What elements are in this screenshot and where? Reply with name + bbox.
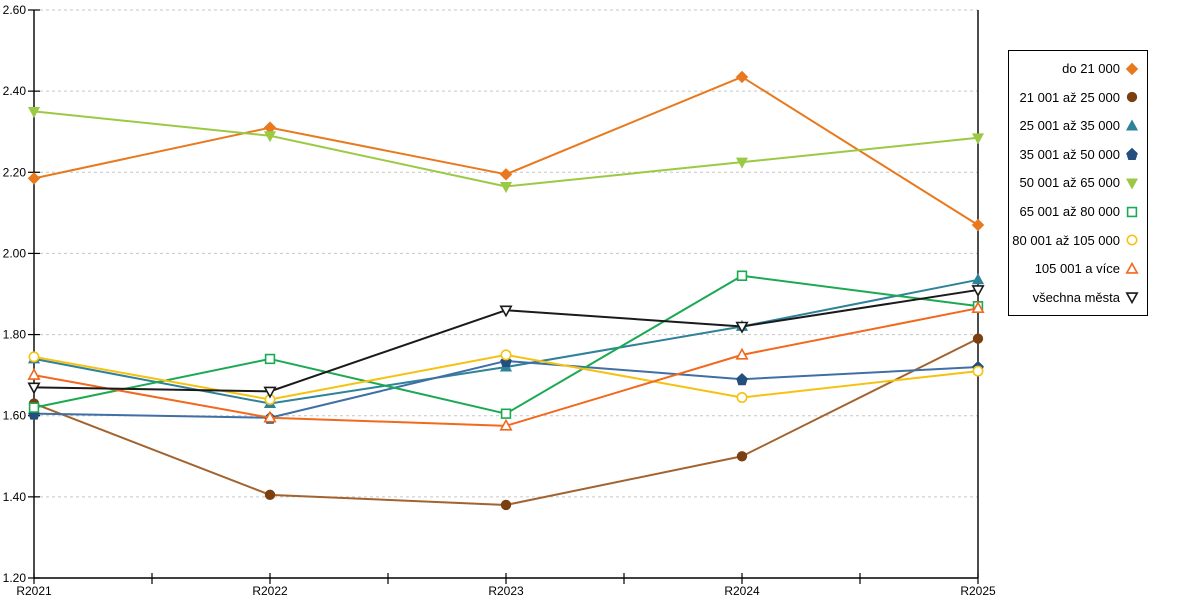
legend-item: 65 001 až 80 000 bbox=[1013, 199, 1139, 225]
y-tick-label: 2.20 bbox=[3, 165, 27, 179]
legend-item-label: 21 001 až 25 000 bbox=[1019, 89, 1120, 105]
chart-legend: do 21 000 21 001 až 25 000 25 001 až 35 00… bbox=[1008, 50, 1148, 316]
y-tick-label: 1.60 bbox=[3, 409, 27, 423]
legend-marker-icon bbox=[1125, 62, 1139, 75]
legend-item: 21 001 až 25 000 bbox=[1013, 84, 1139, 110]
y-tick-label: 1.20 bbox=[3, 571, 27, 585]
series-line bbox=[33, 75, 979, 226]
legend-item: 50 001 až 65 000 bbox=[1013, 170, 1139, 196]
legend-marker-icon bbox=[1125, 178, 1139, 190]
legend-item: 35 001 až 50 000 bbox=[1013, 141, 1139, 167]
legend-marker-icon bbox=[1126, 148, 1138, 161]
data-point-marker bbox=[499, 418, 513, 431]
legend-item: 25 001 až 35 000 bbox=[1013, 113, 1139, 139]
legend-marker-icon bbox=[1126, 92, 1138, 103]
x-tick-label: R2023 bbox=[488, 584, 524, 598]
data-point-marker bbox=[27, 172, 41, 185]
data-point-marker bbox=[28, 351, 40, 363]
data-point-marker bbox=[499, 168, 513, 181]
legend-item-label: 80 001 až 105 000 bbox=[1012, 232, 1120, 248]
series-line bbox=[33, 274, 979, 415]
legend-marker-icon bbox=[1125, 261, 1139, 274]
data-point-marker bbox=[263, 386, 277, 399]
data-point-marker bbox=[736, 451, 748, 462]
data-point-marker bbox=[27, 106, 41, 118]
data-point-marker bbox=[736, 373, 748, 386]
x-tick-label: R2025 bbox=[960, 584, 996, 598]
data-point-marker bbox=[971, 273, 985, 285]
chart-series bbox=[27, 273, 985, 409]
data-point-marker bbox=[1126, 148, 1138, 161]
chart-series bbox=[27, 106, 985, 194]
y-tick-label: 2.00 bbox=[3, 246, 27, 260]
data-point-marker bbox=[735, 157, 749, 169]
legend-item: 80 001 až 105 000 bbox=[1012, 227, 1139, 253]
data-point-marker bbox=[735, 347, 749, 360]
legend-item-label: všechna města bbox=[1032, 289, 1120, 305]
data-point-marker bbox=[27, 367, 41, 380]
chart-series bbox=[27, 285, 985, 399]
y-tick-label: 1.40 bbox=[3, 490, 27, 504]
legend-item: všechna města bbox=[1013, 284, 1139, 310]
data-point-marker bbox=[1126, 206, 1138, 217]
x-tick-label: R2021 bbox=[16, 584, 52, 598]
chart-series bbox=[27, 301, 985, 431]
data-point-marker bbox=[263, 131, 277, 143]
data-point-marker bbox=[972, 365, 984, 377]
data-point-marker bbox=[735, 70, 749, 84]
legend-item: 105 001 a více bbox=[1013, 256, 1139, 282]
data-point-marker bbox=[736, 391, 748, 403]
legend-item-label: do 21 000 bbox=[1062, 61, 1120, 77]
series-line bbox=[33, 278, 979, 405]
data-point-marker bbox=[971, 218, 985, 232]
x-tick-label: R2022 bbox=[252, 584, 288, 598]
legend-item-label: 35 001 až 50 000 bbox=[1019, 146, 1120, 162]
data-point-marker bbox=[972, 333, 984, 344]
x-tick-label: R2024 bbox=[724, 584, 760, 598]
legend-item-label: 50 001 až 65 000 bbox=[1019, 175, 1120, 191]
legend-item-label: 105 001 a více bbox=[1034, 261, 1120, 277]
data-point-marker bbox=[735, 321, 749, 334]
chart-series bbox=[28, 270, 984, 419]
data-point-marker bbox=[27, 382, 41, 395]
data-point-marker bbox=[263, 410, 277, 423]
data-point-marker bbox=[264, 489, 276, 501]
data-point-marker bbox=[1125, 62, 1139, 75]
data-point-marker bbox=[264, 353, 276, 365]
data-point-marker bbox=[1126, 92, 1138, 103]
legend-item-label: 25 001 až 35 000 bbox=[1019, 118, 1120, 134]
series-line bbox=[33, 288, 979, 393]
legend-marker-icon bbox=[1125, 119, 1139, 131]
data-point-marker bbox=[1125, 178, 1139, 190]
data-point-marker bbox=[28, 402, 40, 413]
data-point-marker bbox=[1126, 234, 1138, 246]
chart-series bbox=[28, 349, 984, 405]
legend-marker-icon bbox=[1126, 206, 1138, 217]
legend-marker-icon bbox=[1125, 292, 1139, 305]
data-point-marker bbox=[500, 499, 512, 511]
data-point-marker bbox=[1125, 292, 1139, 305]
data-point-marker bbox=[499, 182, 513, 194]
y-tick-label: 2.60 bbox=[3, 3, 27, 17]
data-point-marker bbox=[971, 301, 985, 313]
data-point-marker bbox=[736, 270, 748, 281]
data-point-marker bbox=[500, 408, 512, 419]
legend-marker-icon bbox=[1126, 234, 1138, 246]
chart-series bbox=[27, 70, 985, 232]
chart-series bbox=[28, 333, 984, 511]
data-point-marker bbox=[1125, 261, 1139, 274]
data-point-marker bbox=[499, 305, 513, 318]
legend-item: do 21 000 bbox=[1013, 56, 1139, 82]
y-tick-label: 2.40 bbox=[3, 84, 27, 98]
legend-item-label: 65 001 až 80 000 bbox=[1019, 204, 1120, 220]
data-point-marker bbox=[500, 349, 512, 361]
data-point-marker bbox=[971, 133, 985, 145]
y-tick-label: 1.80 bbox=[3, 328, 27, 342]
data-point-marker bbox=[1125, 119, 1139, 131]
data-point-marker bbox=[971, 285, 985, 298]
